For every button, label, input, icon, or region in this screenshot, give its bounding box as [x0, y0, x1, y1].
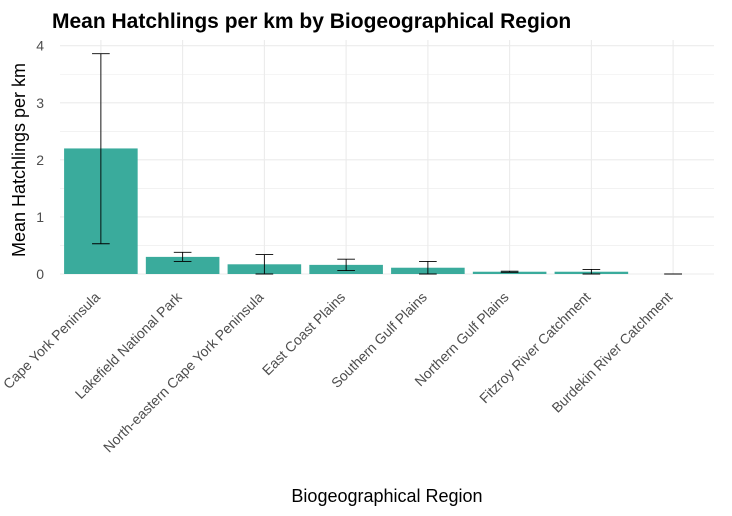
y-axis-ticks: 0 1 2 3 4	[36, 38, 44, 282]
y-tick-label: 0	[36, 266, 44, 282]
x-axis-title: Biogeographical Region	[291, 486, 482, 506]
y-axis-title: Mean Hatchlings per km	[9, 63, 29, 257]
y-tick-label: 4	[36, 38, 44, 54]
bar	[145, 256, 220, 274]
chart-title: Mean Hatchlings per km by Biogeographica…	[52, 10, 571, 33]
y-tick-label: 1	[36, 209, 44, 225]
error-bars	[92, 53, 682, 275]
x-tick-label: East Coast Plains	[259, 289, 348, 378]
y-tick-label: 3	[36, 95, 44, 111]
bar	[472, 271, 547, 274]
x-tick-label: North-eastern Cape York Peninsula	[100, 289, 267, 456]
y-tick-label: 2	[36, 152, 44, 168]
grid	[60, 40, 714, 275]
